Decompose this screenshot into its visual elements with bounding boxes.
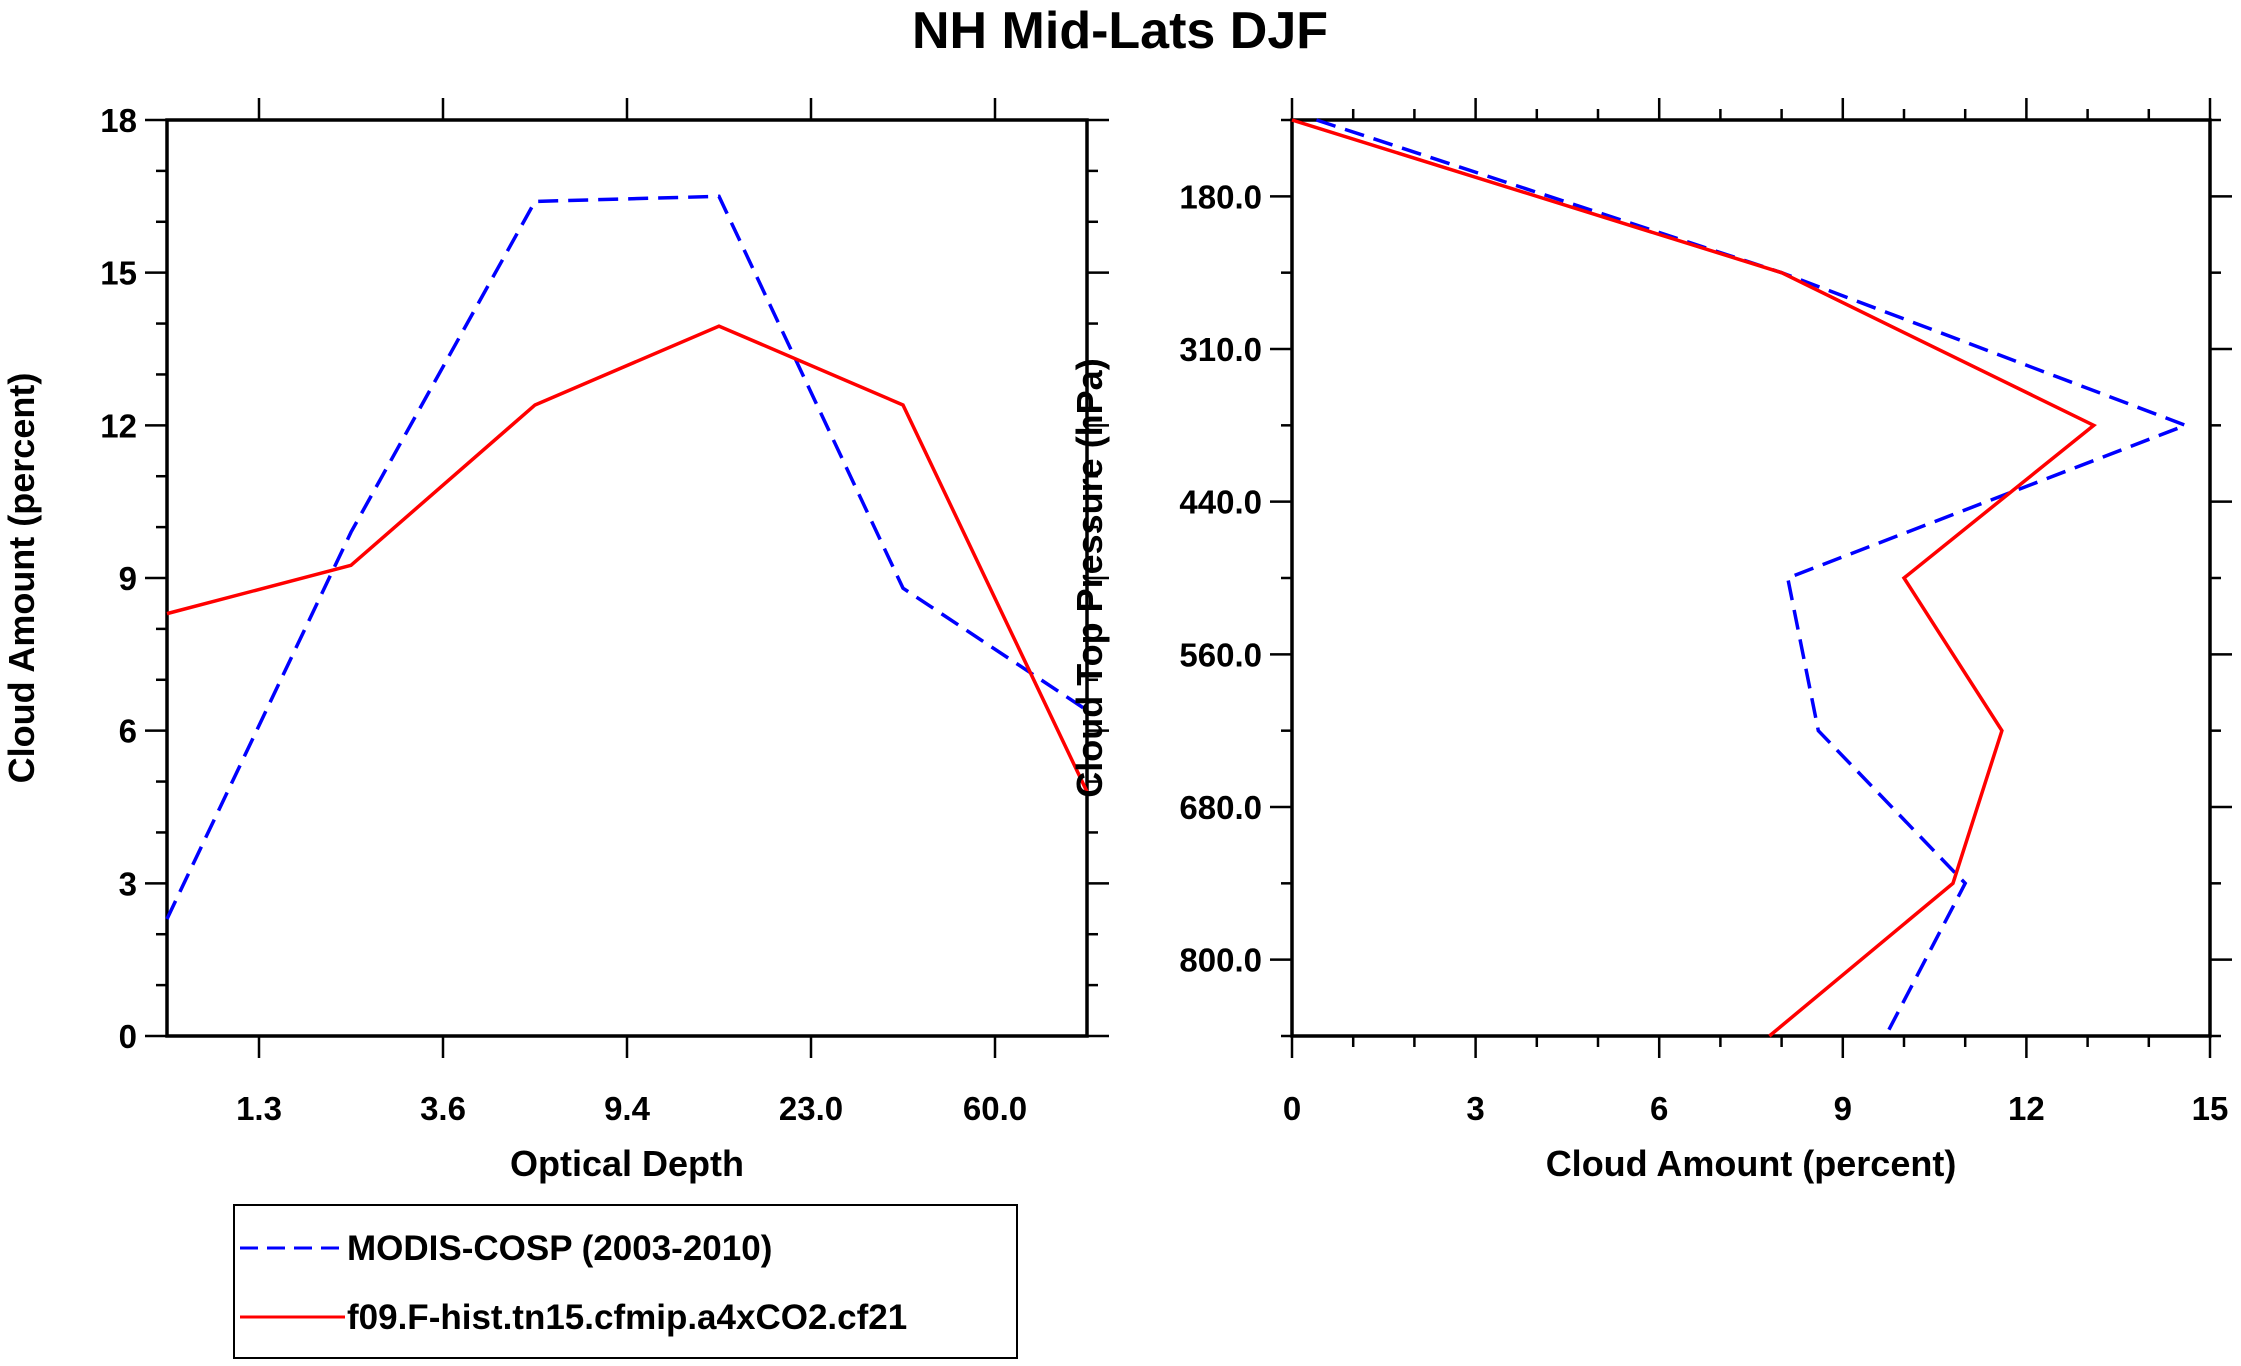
x-tick-label: 9 — [1834, 1090, 1852, 1127]
plot-frame — [1290, 118, 2212, 1038]
y-tick-label: 12 — [100, 407, 137, 444]
x-tick-label: 0 — [1283, 1090, 1301, 1127]
x-tick-label: 12 — [2008, 1090, 2045, 1127]
left-plot: 0 3 6 9 12 15 18 1.3 3.6 9.4 23.0 60.0 Optical Depth… — [1, 98, 1109, 1184]
y-tick-label: 440.0 — [1179, 484, 1262, 521]
legend: MODIS-COSP (2003-2010) f09.F-hist.tn15.c… — [233, 1204, 1018, 1359]
x-tick-label: 60.0 — [963, 1090, 1027, 1127]
x-axis-label: Optical Depth — [510, 1143, 744, 1184]
y-tick-label: 6 — [119, 713, 137, 750]
legend-box — [233, 1204, 1018, 1359]
chart-title: NH Mid-Lats DJF — [912, 2, 1328, 60]
series-line-model — [1291, 118, 2097, 1038]
x-tick-label: 9.4 — [604, 1090, 651, 1127]
y-tick-label: 560.0 — [1179, 636, 1262, 673]
series-line-modis — [165, 194, 1088, 920]
y-tick-label: 9 — [119, 560, 137, 597]
y-tick-label: 0 — [119, 1018, 137, 1055]
legend-label-model: f09.F-hist.tn15.cfmip.a4xCO2.cf21 — [347, 1298, 907, 1337]
y-tick-label: 3 — [119, 865, 137, 902]
x-tick-label: 1.3 — [236, 1090, 282, 1127]
x-tick-label: 23.0 — [779, 1090, 843, 1127]
series-line-model — [166, 324, 1089, 793]
x-axis-label: Cloud Amount (percent) — [1546, 1143, 1957, 1184]
y-tick-label: 18 — [100, 102, 137, 139]
x-tick-label: 3 — [1466, 1090, 1484, 1127]
series-line-modis — [1315, 118, 2191, 1037]
y-axis-label: Cloud Top Pressure (hPa) — [1069, 358, 1110, 797]
y-tick-label: 180.0 — [1179, 178, 1262, 215]
y-tick-label: 800.0 — [1179, 942, 1262, 979]
y-tick-label: 310.0 — [1179, 331, 1262, 368]
x-tick-label: 6 — [1650, 1090, 1668, 1127]
x-tick-label: 15 — [2192, 1090, 2229, 1127]
y-tick-label: 15 — [100, 255, 137, 292]
y-tick-label: 680.0 — [1179, 789, 1262, 826]
y-axis-label: Cloud Amount (percent) — [1, 373, 42, 784]
right-plot: 0 3 6 9 12 15 180.0 310.0 440.0 560.0 680.0 800.0 Cl… — [1069, 98, 2232, 1184]
x-tick-label: 3.6 — [420, 1090, 466, 1127]
legend-label-modis: MODIS-COSP (2003-2010) — [347, 1229, 772, 1268]
